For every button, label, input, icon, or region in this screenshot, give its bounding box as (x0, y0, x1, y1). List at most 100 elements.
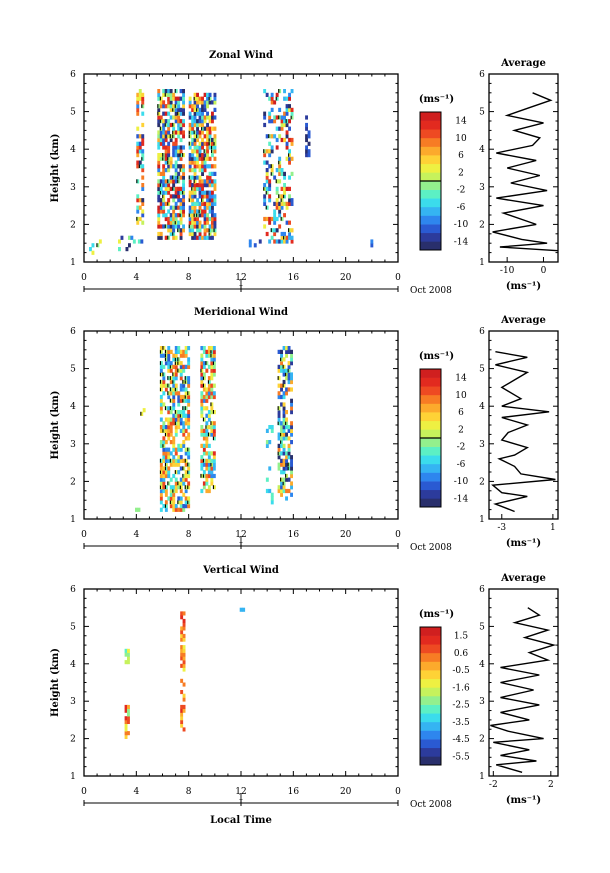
heat-cell (182, 637, 186, 642)
zero-contour (283, 194, 285, 199)
heat-cell (174, 205, 178, 210)
heat-cell (212, 372, 216, 377)
heat-cell (172, 198, 176, 203)
heat-cell (206, 164, 209, 169)
heat-cell (200, 361, 204, 366)
heat-cell (280, 383, 283, 388)
heat-cell (268, 239, 272, 244)
heat-cell (169, 496, 173, 501)
heat-cell (187, 425, 191, 430)
y-tick-label: 2 (70, 220, 76, 230)
zero-contour (136, 179, 138, 184)
heat-cell (159, 96, 163, 101)
heat-cell (211, 100, 214, 105)
heat-cell (162, 183, 166, 188)
heat-cell (164, 500, 168, 505)
x-tick-label: 16 (288, 273, 300, 283)
heat-cell (290, 492, 293, 497)
heat-cell (287, 436, 291, 441)
heat-cell (198, 220, 202, 225)
heat-cell (207, 473, 211, 479)
heat-cell (169, 96, 173, 101)
heat-cell (159, 156, 163, 161)
heat-cell (172, 164, 176, 169)
heat-cell (179, 175, 183, 180)
heat-cell (169, 205, 173, 210)
heat-cell (159, 209, 163, 214)
heat-cell (191, 104, 195, 109)
zero-contour (188, 130, 190, 135)
heat-cell (307, 149, 311, 154)
heat-cell (210, 357, 214, 362)
heat-cell (172, 387, 176, 392)
heat-cell (202, 481, 206, 486)
heat-cell (182, 466, 186, 471)
heat-cell (287, 466, 291, 471)
heat-cell (211, 201, 214, 206)
heat-cell (307, 153, 311, 158)
heat-cell (211, 111, 214, 116)
x-tick-label: 16 (288, 787, 300, 797)
heat-cell (290, 387, 293, 392)
heat-cell (280, 194, 284, 199)
heat-cell (184, 428, 188, 433)
heat-cell (172, 216, 176, 222)
heat-cell (169, 376, 173, 381)
heat-cell (290, 455, 293, 460)
heat-cell (270, 168, 274, 173)
heat-cell (268, 111, 272, 116)
heat-cell (280, 421, 283, 426)
zero-contour (177, 357, 179, 362)
x-axis-label: Local Time (210, 815, 272, 826)
heat-cell (182, 693, 186, 698)
heat-cell (174, 421, 178, 426)
heat-cell (172, 183, 176, 188)
heat-cell (157, 190, 161, 195)
heat-cell (169, 107, 173, 112)
heat-cell (273, 220, 277, 225)
average-y-tick-label: 1 (479, 515, 485, 525)
heat-cell (162, 130, 166, 135)
heat-cell (200, 432, 204, 437)
zero-contour (196, 213, 198, 217)
colorbar-segment (420, 713, 441, 723)
heat-cell (201, 130, 204, 135)
heat-cell (290, 473, 293, 479)
heatmap-cells (89, 89, 374, 255)
heat-cell (263, 198, 267, 203)
heat-cell (162, 481, 166, 486)
colorbar-tick-label: 6 (458, 408, 464, 418)
heat-cell (164, 458, 168, 463)
heat-cell (191, 175, 195, 180)
zero-contour (179, 413, 181, 418)
heat-cell (211, 171, 214, 176)
average-y-tick-label: 6 (479, 327, 485, 337)
heat-cell (172, 455, 176, 460)
heat-cell (263, 149, 267, 154)
zero-contour (169, 406, 171, 410)
heat-cell (212, 485, 216, 490)
heat-cell (177, 179, 181, 184)
heat-cell (211, 190, 214, 195)
heat-cell (193, 209, 197, 214)
heat-cell (196, 220, 199, 225)
heat-cell (182, 171, 185, 176)
heat-cell (180, 678, 184, 683)
heat-cell (205, 421, 209, 426)
y-tick-label: 5 (70, 622, 76, 632)
heat-cell (172, 492, 176, 497)
zero-contour (177, 361, 179, 365)
heat-cell (172, 421, 176, 426)
heat-cell (202, 451, 206, 456)
heat-cell (159, 130, 163, 135)
heat-cell (159, 394, 163, 400)
zero-contour (157, 104, 159, 108)
colorbar-segment (420, 112, 441, 121)
heat-cell (169, 379, 173, 385)
heat-cell (191, 153, 195, 158)
heat-cell (287, 477, 291, 482)
zero-contour (282, 383, 284, 388)
heat-cell (280, 451, 283, 456)
heat-cell (203, 141, 207, 146)
